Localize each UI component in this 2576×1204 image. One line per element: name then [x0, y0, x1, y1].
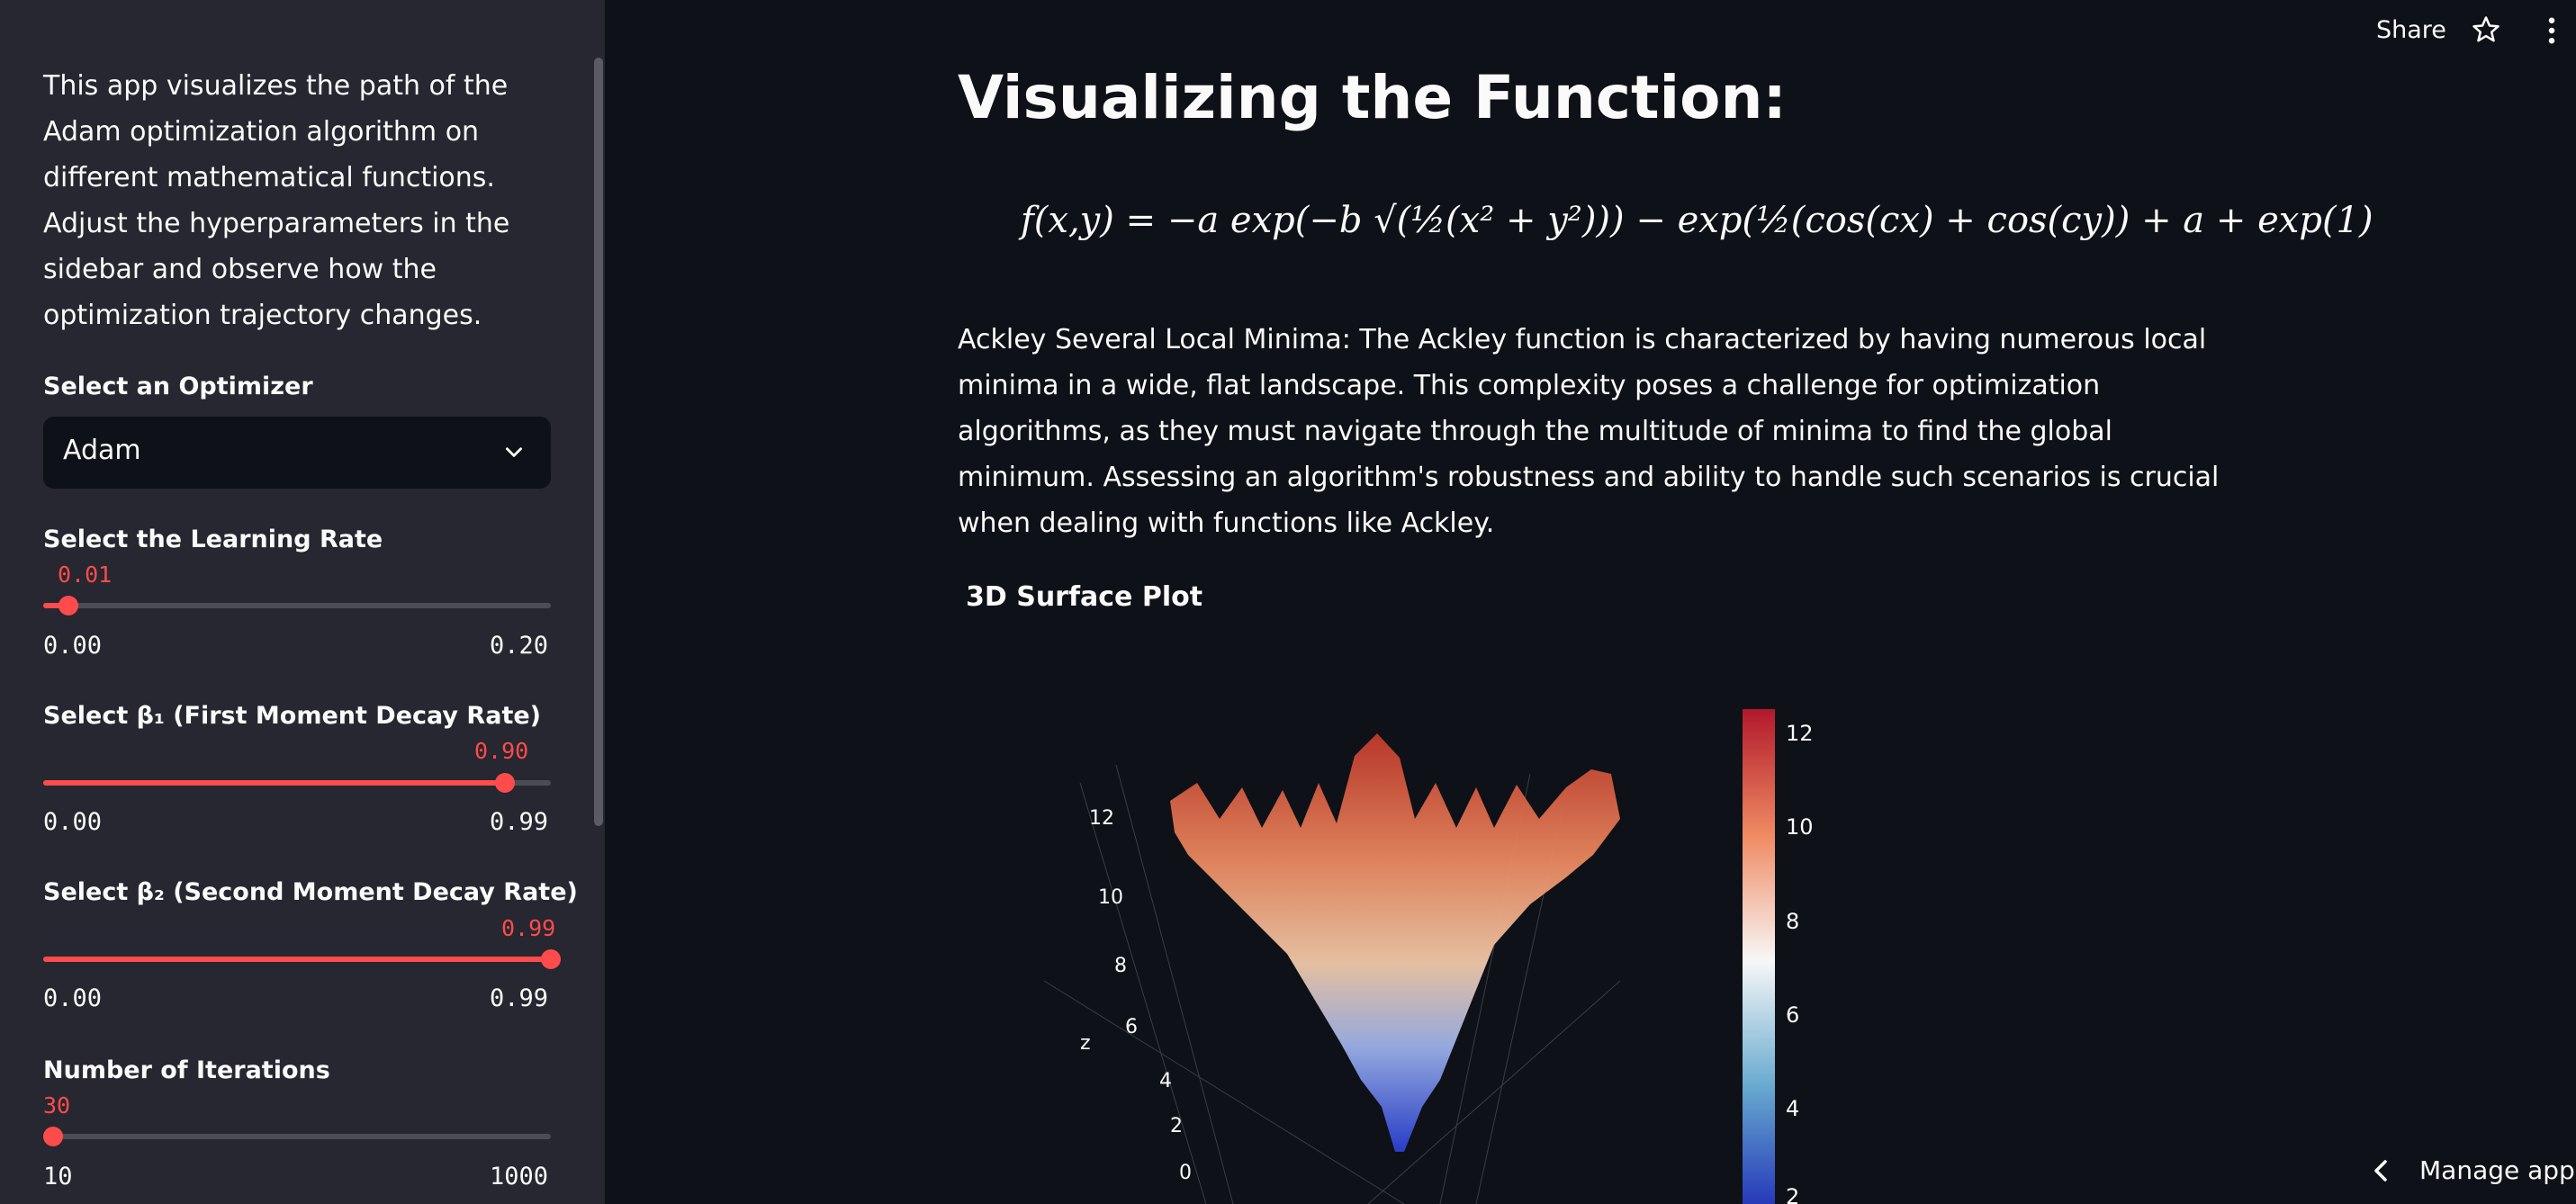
colorbar-tick: 12: [1786, 721, 1814, 746]
beta1-label: Select β₁ (First Moment Decay Rate): [43, 702, 541, 730]
z-tick: 8: [1114, 955, 1127, 977]
learning-rate-value: 0.01: [58, 562, 113, 588]
learning-rate-max: 0.20: [490, 632, 549, 660]
sidebar: This app visualizes the path of the Adam…: [0, 0, 605, 1204]
iterations-slider-thumb[interactable]: [43, 1127, 64, 1146]
iterations-slider[interactable]: [43, 1127, 551, 1146]
z-tick: 2: [1170, 1115, 1183, 1137]
z-tick: 12: [1089, 807, 1114, 830]
colorbar-tick: 10: [1786, 814, 1814, 840]
star-icon[interactable]: [2471, 14, 2501, 45]
optimizer-select-value: Adam: [63, 435, 141, 466]
beta2-slider-fill: [43, 957, 551, 962]
learning-rate-slider-thumb[interactable]: [59, 596, 79, 615]
beta2-label: Select β₂ (Second Moment Decay Rate): [43, 878, 578, 906]
z-tick: 0: [1179, 1162, 1192, 1184]
share-button[interactable]: Share: [2376, 16, 2446, 44]
chevron-down-icon: [506, 447, 522, 457]
iterations-min: 10: [43, 1163, 73, 1191]
beta1-value: 0.90: [474, 738, 529, 764]
manage-app-button[interactable]: Manage app: [2419, 1155, 2575, 1185]
colorbar-ticks: 12 10 8 6 4 2: [1786, 721, 1814, 1204]
z-tick: 4: [1159, 1070, 1172, 1092]
beta1-slider[interactable]: [43, 773, 551, 793]
z-axis-title: z: [1080, 1032, 1091, 1055]
colorbar-tick: 4: [1786, 1096, 1799, 1121]
beta1-max: 0.99: [490, 808, 549, 836]
plot-grid: [1043, 764, 1621, 1204]
colorbar: [1743, 709, 1775, 1204]
beta2-slider[interactable]: [43, 949, 561, 969]
z-tick: 10: [1098, 886, 1123, 909]
page-title: Visualizing the Function:: [958, 63, 1787, 132]
beta1-min: 0.00: [43, 808, 103, 836]
surface-mesh: [1170, 733, 1620, 1152]
colorbar-tick: 2: [1786, 1184, 1799, 1204]
optimizer-select[interactable]: Adam: [43, 417, 551, 489]
z-axis: 12 10 8 6 4 2 0 z: [1080, 807, 1192, 1184]
iterations-label: Number of Iterations: [43, 1056, 330, 1084]
z-tick: 6: [1125, 1016, 1138, 1038]
ackley-formula: f(x,y) = −a exp(−b √(½(x² + y²))) − exp(…: [1021, 200, 2373, 241]
iterations-value: 30: [43, 1092, 71, 1119]
chevron-left-icon[interactable]: [2369, 1157, 2392, 1184]
learning-rate-min: 0.00: [43, 632, 103, 660]
beta2-min: 0.00: [43, 984, 103, 1012]
colorbar-tick: 8: [1786, 909, 1799, 934]
sidebar-scrollbar[interactable]: [594, 58, 603, 826]
beta2-max: 0.99: [490, 984, 549, 1012]
iterations-max: 1000: [490, 1163, 549, 1191]
surface-plot[interactable]: 12 10 8 6 4 2 0 z 12 10 8 6 4 2: [1026, 684, 1854, 1204]
learning-rate-label: Select the Learning Rate: [43, 526, 383, 553]
learning-rate-slider-fill: [43, 603, 69, 608]
learning-rate-slider[interactable]: [43, 596, 551, 615]
kebab-menu-icon[interactable]: [2538, 13, 2565, 49]
function-description: Ackley Several Local Minima: The Ackley …: [958, 324, 2220, 539]
colorbar-tick: 6: [1786, 1002, 1799, 1028]
beta1-slider-thumb[interactable]: [494, 773, 515, 793]
beta2-slider-thumb[interactable]: [541, 949, 561, 969]
beta1-slider-fill: [43, 780, 505, 786]
sidebar-intro-text: This app visualizes the path of the Adam…: [43, 70, 510, 331]
plot-title: 3D Surface Plot: [966, 581, 1203, 613]
optimizer-label: Select an Optimizer: [43, 373, 313, 400]
beta2-value: 0.99: [501, 915, 556, 941]
